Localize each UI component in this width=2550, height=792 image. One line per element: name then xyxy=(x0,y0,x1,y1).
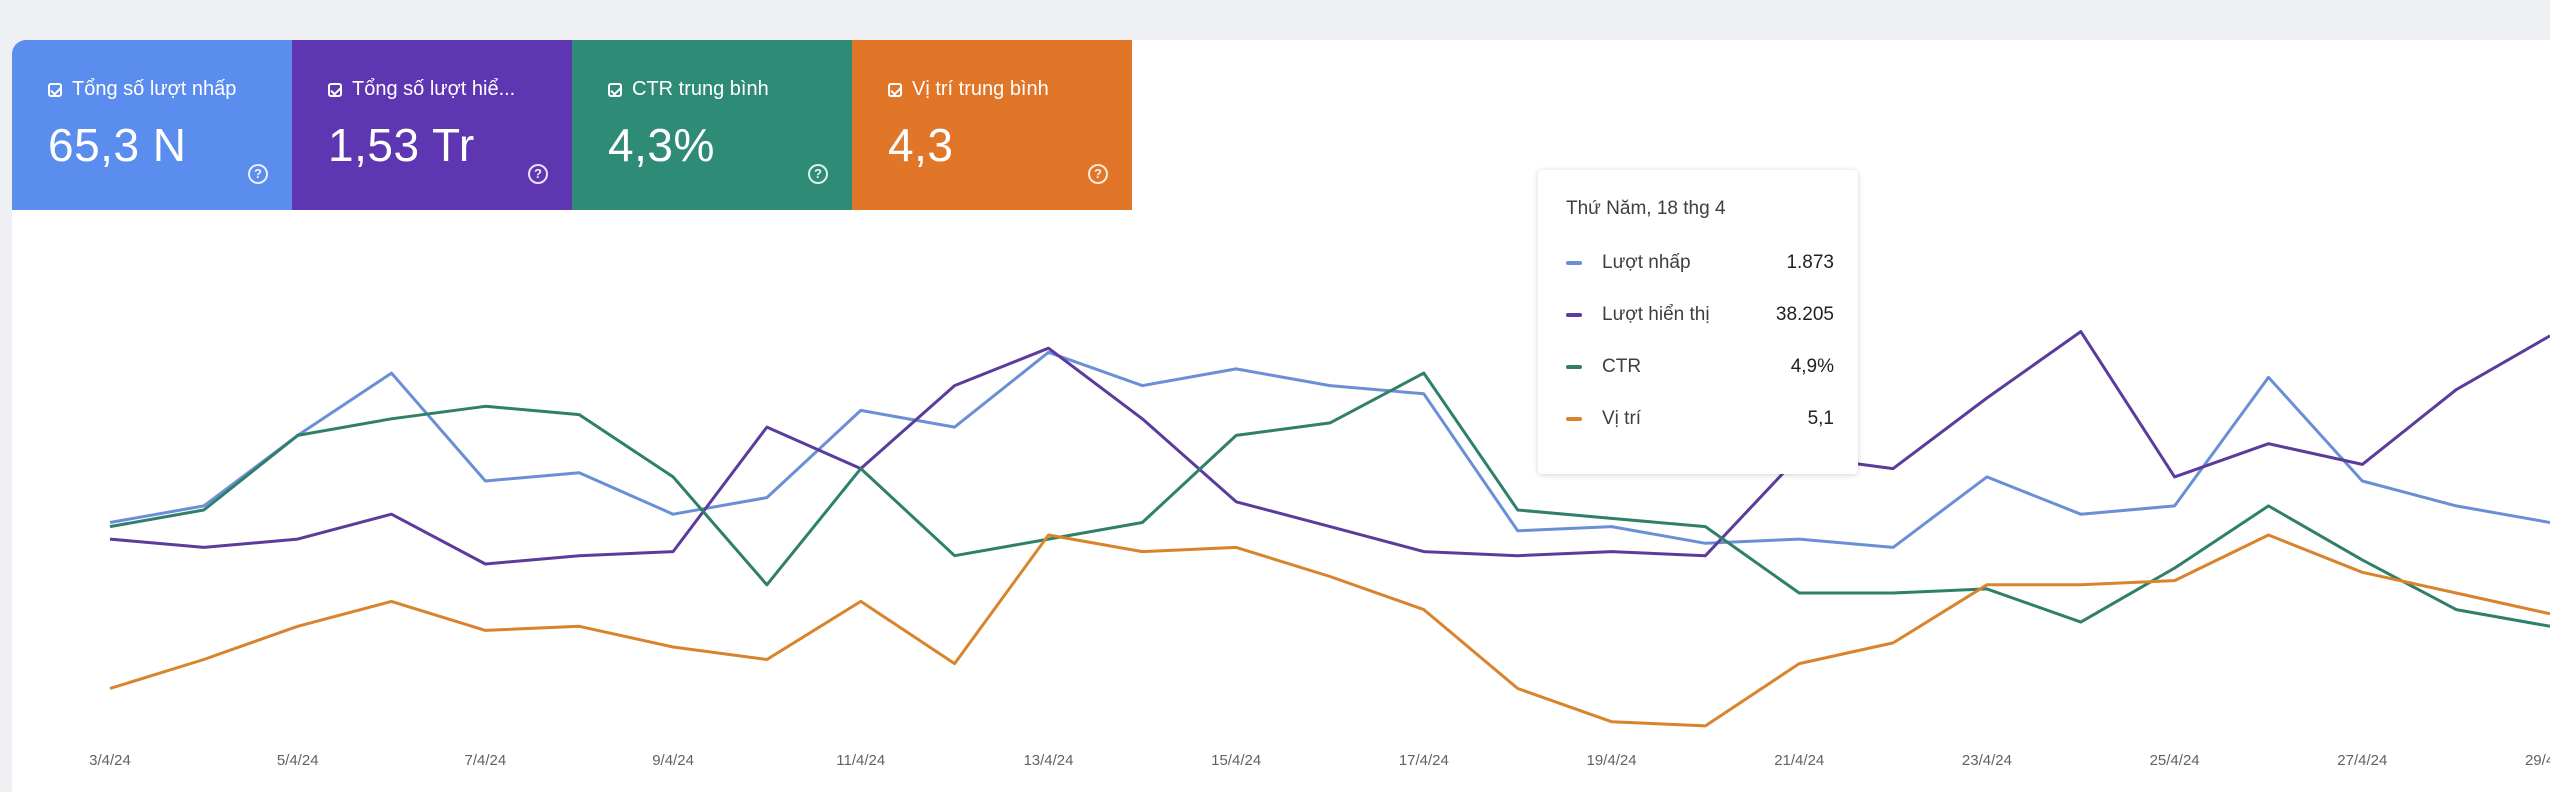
checkbox-icon[interactable] xyxy=(48,82,62,97)
card-label: Tổng số lượt hiể... xyxy=(352,78,516,100)
card-average-position[interactable]: Vị trí trung bình 4,3 ? xyxy=(852,40,1132,210)
x-tick-label: 19/4/24 xyxy=(1587,752,1637,769)
help-icon[interactable]: ? xyxy=(1088,164,1108,184)
checkbox-icon[interactable] xyxy=(608,82,622,97)
x-tick-label: 13/4/24 xyxy=(1023,752,1073,769)
checkbox-icon[interactable] xyxy=(328,82,342,97)
series-line-3 xyxy=(109,533,2550,728)
series-swatch xyxy=(1566,365,1582,369)
x-tick-label: 3/4/24 xyxy=(89,752,131,769)
card-total-impressions[interactable]: Tổng số lượt hiể... 1,53 Tr ? xyxy=(292,40,572,210)
tooltip-label: CTR xyxy=(1602,356,1642,377)
x-tick-label: 27/4/24 xyxy=(2337,752,2387,769)
tooltip-label: Lượt nhấp xyxy=(1602,252,1691,273)
series-swatch xyxy=(1566,313,1582,317)
series-swatch xyxy=(1566,417,1582,421)
x-tick-label: 25/4/24 xyxy=(2150,752,2200,769)
series-line-2 xyxy=(109,371,2550,628)
tooltip-value: 5,1 xyxy=(1807,408,1834,429)
x-axis-ticks: 3/4/24 5/4/24 7/4/24 9/4/24 11/4/24 13/4/24 15… xyxy=(89,752,2550,769)
chart-tooltip: Thứ Năm, 18 thg 4 Lượt nhấp 1.873 Lượt h… xyxy=(1538,170,1858,474)
x-tick-label: 5/4/24 xyxy=(277,752,319,769)
x-tick-label: 17/4/24 xyxy=(1399,752,1449,769)
tooltip-row-impressions: Lượt hiển thị 38.205 xyxy=(1566,302,1834,328)
tooltip-label: Lượt hiển thị xyxy=(1602,304,1710,325)
card-label: Vị trí trung bình xyxy=(912,78,1049,100)
card-total-clicks[interactable]: Tổng số lượt nhấp 65,3 N ? xyxy=(12,40,292,210)
chart-series xyxy=(109,330,2550,728)
card-value: 4,3 xyxy=(888,119,954,171)
performance-panel: 3/4/24 5/4/24 7/4/24 9/4/24 11/4/24 13/4/24 15… xyxy=(12,40,2550,792)
help-icon[interactable]: ? xyxy=(808,164,828,184)
card-value: 65,3 N xyxy=(48,119,187,171)
x-tick-label: 15/4/24 xyxy=(1211,752,1261,769)
tooltip-value: 38.205 xyxy=(1775,304,1834,325)
help-icon[interactable]: ? xyxy=(528,164,548,184)
tooltip-row-ctr: CTR 4,9% xyxy=(1566,354,1834,380)
x-tick-label: 11/4/24 xyxy=(836,752,885,769)
card-value: 4,3% xyxy=(608,119,715,171)
card-value: 1,53 Tr xyxy=(328,119,475,171)
help-icon[interactable]: ? xyxy=(248,164,268,184)
tooltip-row-clicks: Lượt nhấp 1.873 xyxy=(1566,250,1834,276)
tooltip-row-position: Vị trí 5,1 xyxy=(1566,406,1834,432)
tooltip-date: Thứ Năm, 18 thg 4 xyxy=(1566,198,1726,219)
tooltip-value: 1.873 xyxy=(1786,252,1834,273)
card-label: Tổng số lượt nhấp xyxy=(72,78,237,100)
tooltip-label: Vị trí xyxy=(1602,408,1642,429)
x-tick-label: 9/4/24 xyxy=(652,752,694,769)
series-line-1 xyxy=(109,330,2550,566)
x-tick-label: 29/4/24 xyxy=(2525,752,2550,769)
card-label: CTR trung bình xyxy=(632,78,769,100)
x-tick-label: 23/4/24 xyxy=(1962,752,2012,769)
tooltip-value: 4,9% xyxy=(1790,356,1834,377)
x-tick-label: 21/4/24 xyxy=(1774,752,1824,769)
metric-cards: Tổng số lượt nhấp 65,3 N ? Tổng số lượt … xyxy=(12,40,1132,210)
card-average-ctr[interactable]: CTR trung bình 4,3% ? xyxy=(572,40,852,210)
performance-line-chart: 3/4/24 5/4/24 7/4/24 9/4/24 11/4/24 13/4/24 15… xyxy=(89,330,2550,769)
series-line-0 xyxy=(109,350,2550,549)
series-swatch xyxy=(1566,261,1582,265)
checkbox-icon[interactable] xyxy=(888,82,902,97)
x-tick-label: 7/4/24 xyxy=(465,752,507,769)
